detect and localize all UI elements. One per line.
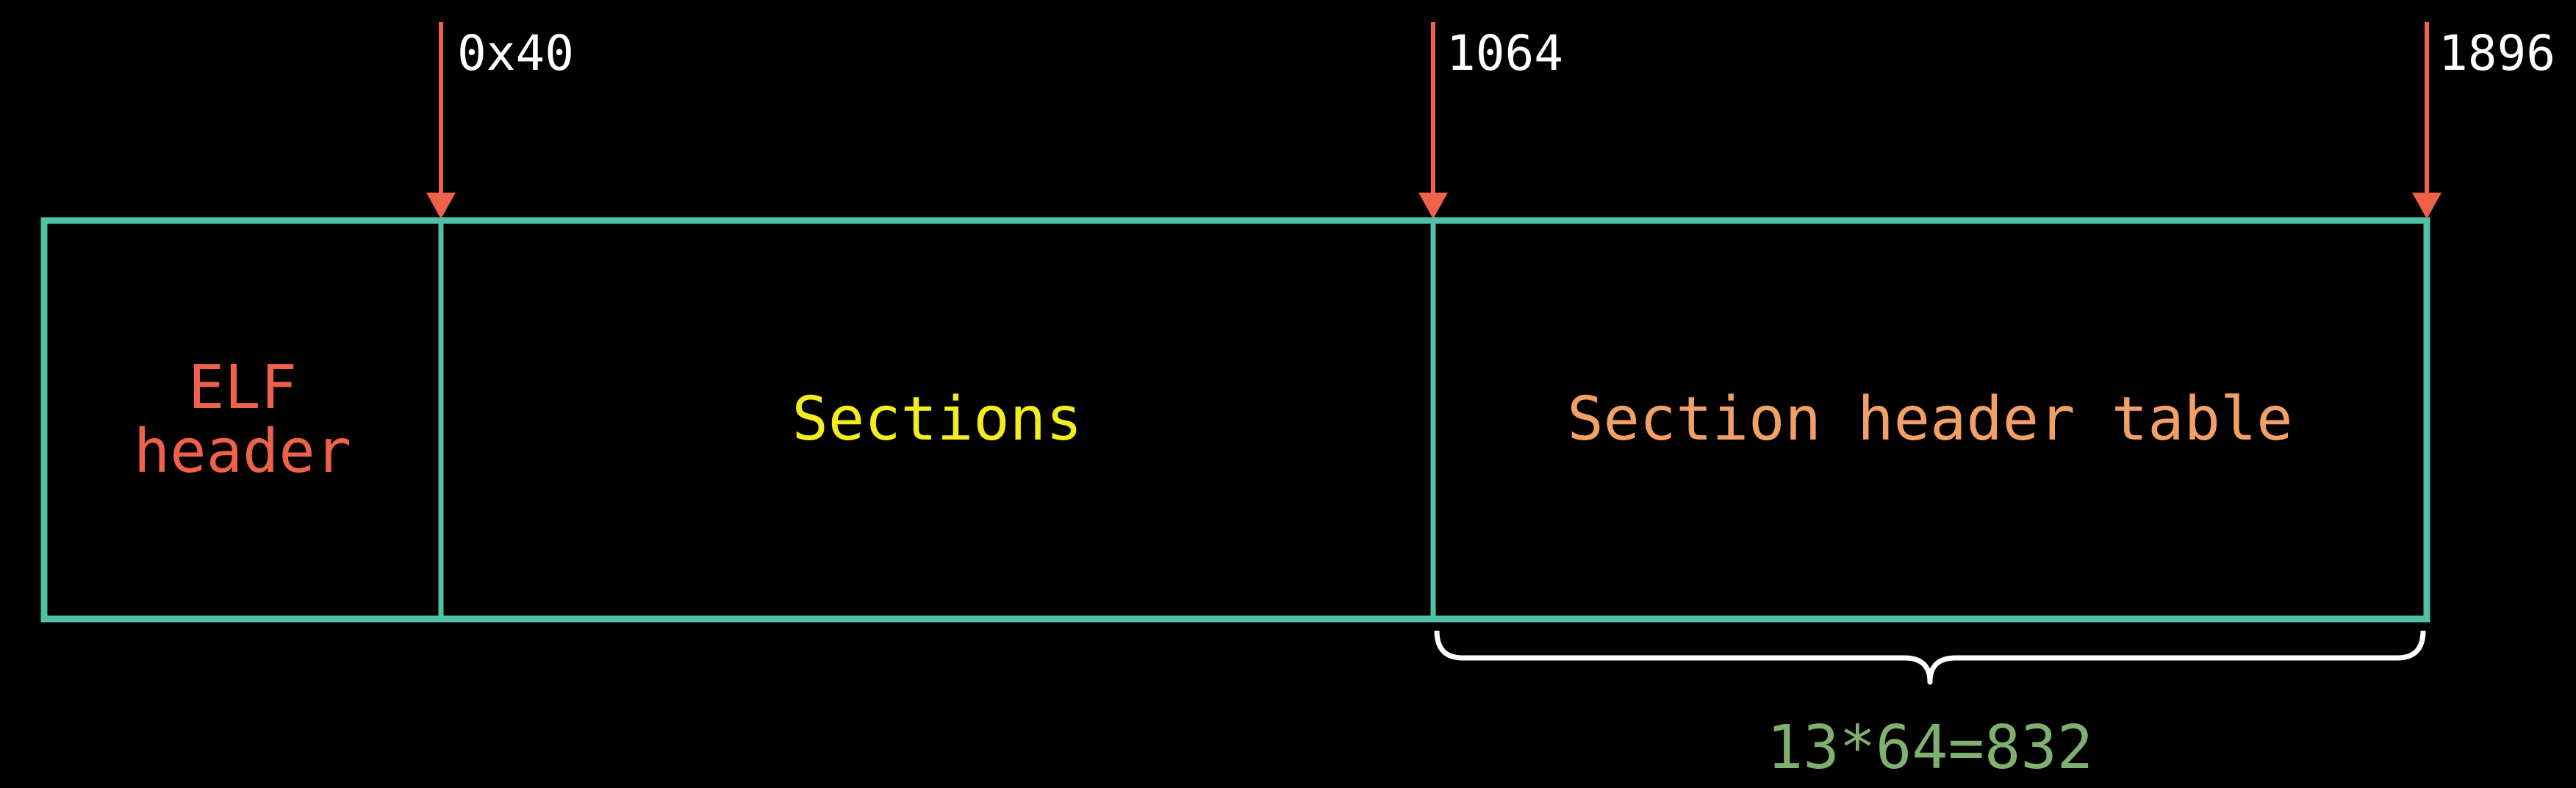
file-layout-box <box>40 217 2430 623</box>
sections-label: Sections <box>792 384 1083 454</box>
elf-header-label-line1: ELF <box>188 353 297 423</box>
offset-label-sections-end: 1064 <box>1446 25 1563 82</box>
elf-header-label-line2: header <box>134 417 351 487</box>
offset-label-file-end: 1896 <box>2439 25 2555 82</box>
size-annotation: 13*64=832 <box>1767 713 2093 783</box>
down-arrow-icon <box>2412 22 2442 219</box>
curly-brace-icon <box>1434 630 2426 685</box>
offset-label-elf-header-end: 0x40 <box>457 25 574 82</box>
down-arrow-icon <box>1418 22 1448 219</box>
section-header-table-label: Section header table <box>1567 384 2292 454</box>
down-arrow-icon <box>426 22 456 219</box>
